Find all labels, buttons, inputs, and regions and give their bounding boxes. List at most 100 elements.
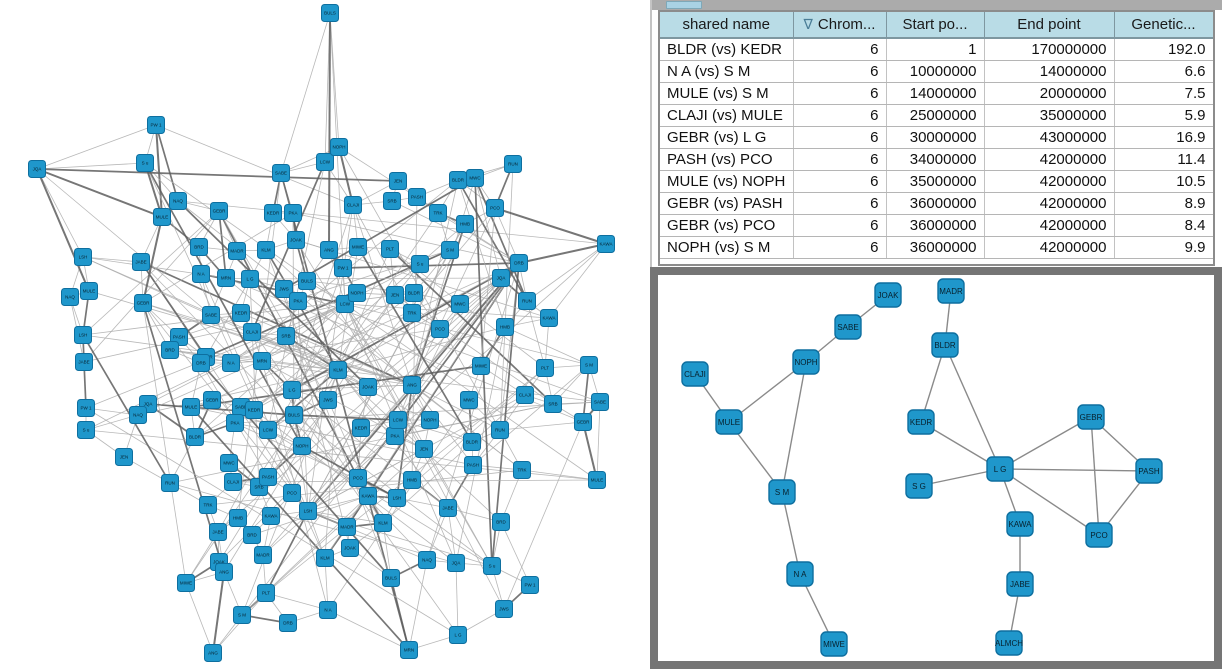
graph-node[interactable]: PW 1 [77, 399, 95, 417]
graph-node[interactable]: PW 1 [334, 259, 352, 277]
attribute-table-wrap[interactable]: shared name ∇ Chrom... Start po... End point… [658, 10, 1215, 266]
graph-node[interactable]: MADR [228, 242, 246, 260]
graph-node[interactable]: SABE [834, 314, 862, 340]
graph-edge[interactable] [999, 468, 1100, 536]
column-header-3[interactable]: End point [984, 12, 1115, 39]
graph-node[interactable]: MADR [254, 546, 272, 564]
graph-node[interactable]: JEN [415, 440, 433, 458]
graph-node[interactable]: ANG [204, 644, 222, 662]
graph-node[interactable]: S u [136, 154, 154, 172]
graph-node[interactable]: BRD [190, 238, 208, 256]
graph-node[interactable]: BULS [382, 569, 400, 587]
graph-edge[interactable] [781, 491, 801, 575]
graph-node[interactable]: SABE [202, 306, 220, 324]
graph-node[interactable]: MRN [400, 641, 418, 659]
table-cell[interactable]: 6 [793, 148, 887, 171]
graph-node[interactable]: PCO [283, 484, 301, 502]
graph-node[interactable]: PKA [226, 414, 244, 432]
graph-node[interactable]: BULS [321, 4, 339, 22]
table-cell[interactable]: MULE (vs) NOPH [660, 170, 794, 193]
graph-node[interactable]: NAQ [169, 192, 187, 210]
graph-node[interactable]: TRK [403, 304, 421, 322]
table-cell[interactable]: 192.0 [1114, 38, 1213, 61]
graph-node[interactable]: GEBR [210, 202, 228, 220]
graph-node[interactable]: JABE [209, 523, 227, 541]
graph-node[interactable]: HMB [496, 318, 514, 336]
table-cell[interactable]: 14000000 [984, 60, 1115, 83]
table-cell[interactable]: 6 [793, 192, 887, 215]
graph-node[interactable]: HMB [403, 471, 421, 489]
table-cell[interactable]: NOPH (vs) S M [660, 236, 794, 259]
table-cell[interactable]: 6 [793, 60, 887, 83]
table-cell[interactable]: 42000000 [984, 236, 1115, 259]
graph-node[interactable]: JABE [132, 253, 150, 271]
graph-node[interactable]: KLM [329, 361, 347, 379]
graph-edge[interactable] [944, 344, 1001, 470]
graph-node[interactable]: N A [222, 354, 240, 372]
graph-node[interactable]: ALMCH [995, 630, 1023, 656]
graph-node[interactable]: PASH [408, 188, 426, 206]
graph-node[interactable]: KLM [257, 241, 275, 259]
table-cell[interactable]: 7.5 [1114, 82, 1213, 105]
table-cell[interactable]: GEBR (vs) L G [660, 126, 794, 149]
graph-node[interactable]: KAWA [262, 507, 280, 525]
graph-node[interactable]: CLAJI [681, 361, 709, 387]
graph-node[interactable]: JWS [319, 391, 337, 409]
table-cell[interactable]: 10000000 [886, 60, 985, 83]
table-cell[interactable]: 42000000 [984, 170, 1115, 193]
graph-node[interactable]: S u [411, 255, 429, 273]
graph-edge[interactable] [1090, 416, 1100, 536]
graph-node[interactable]: CLAJI [344, 196, 362, 214]
graph-node[interactable]: KEDR [264, 204, 282, 222]
graph-node[interactable]: KAWA [359, 487, 377, 505]
graph-node[interactable]: L G [241, 270, 259, 288]
table-cell[interactable]: N A (vs) S M [660, 60, 794, 83]
graph-edge[interactable] [920, 344, 946, 423]
graph-node[interactable]: HMB [456, 215, 474, 233]
graph-node[interactable]: S M [233, 606, 251, 624]
table-cell[interactable]: GEBR (vs) PCO [660, 214, 794, 237]
graph-node[interactable]: DRB [510, 254, 528, 272]
graph-node[interactable]: JWS [495, 600, 513, 618]
graph-node[interactable]: KLM [316, 549, 334, 567]
graph-node[interactable]: KAWA [540, 309, 558, 327]
graph-node[interactable]: SRB [544, 395, 562, 413]
table-cell[interactable]: 42000000 [984, 192, 1115, 215]
graph-node[interactable]: S M [441, 241, 459, 259]
column-header-0[interactable]: shared name [660, 12, 794, 39]
table-cell[interactable]: 36000000 [886, 214, 985, 237]
graph-node[interactable]: MWC [451, 295, 469, 313]
table-row[interactable]: GEBR (vs) PASH 6 36000000 42000000 8.9 [660, 192, 1213, 215]
table-cell[interactable]: 16.9 [1114, 126, 1213, 149]
table-cell[interactable]: 170000000 [984, 38, 1115, 61]
table-cell[interactable]: 36000000 [886, 236, 985, 259]
graph-node[interactable]: N A [319, 601, 337, 619]
graph-node[interactable]: PLT [381, 240, 399, 258]
graph-node[interactable]: JEN [115, 448, 133, 466]
graph-node[interactable]: KEDR [245, 401, 263, 419]
graph-node[interactable]: GEBR [1077, 404, 1105, 430]
graph-node[interactable]: MULE [182, 398, 200, 416]
graph-node[interactable]: KEDR [907, 409, 935, 435]
table-cell[interactable]: 8.9 [1114, 192, 1213, 215]
graph-node[interactable]: NOPH [330, 138, 348, 156]
table-row[interactable]: MULE (vs) S M 6 14000000 20000000 7.5 [660, 82, 1213, 105]
graph-node[interactable]: LSH [299, 502, 317, 520]
graph-node[interactable]: PASH [1135, 458, 1163, 484]
graph-node[interactable]: JEN [389, 172, 407, 190]
graph-node[interactable]: LSH [74, 248, 92, 266]
graph-node[interactable]: BULS [285, 406, 303, 424]
graph-node[interactable]: S u [77, 421, 95, 439]
table-cell[interactable]: 34000000 [886, 148, 985, 171]
graph-node[interactable]: NOPH [421, 411, 439, 429]
graph-node[interactable]: S G [905, 473, 933, 499]
table-cell[interactable]: 1 [886, 38, 985, 61]
table-cell[interactable]: GEBR (vs) PASH [660, 192, 794, 215]
graph-node[interactable]: PKA [284, 204, 302, 222]
graph-node[interactable]: KEDR [352, 419, 370, 437]
table-cell[interactable]: 6 [793, 170, 887, 193]
graph-node[interactable]: ANG [320, 241, 338, 259]
graph-node[interactable]: TRK [513, 461, 531, 479]
column-header-1[interactable]: ∇ Chrom... [793, 12, 887, 39]
table-cell[interactable]: 6 [793, 236, 887, 259]
